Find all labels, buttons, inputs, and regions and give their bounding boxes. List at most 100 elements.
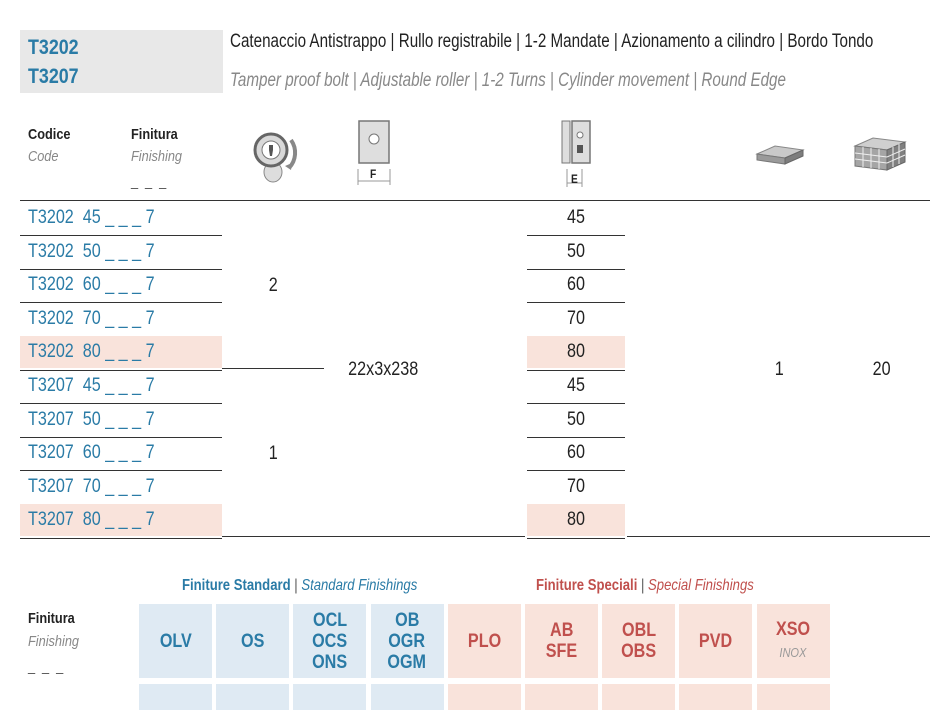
row-code: T3202 70 _ _ _ 7 [28,307,155,329]
turns-t3207: 1 [268,443,278,464]
finishing-swatch-blank [216,684,290,710]
finishing-swatch-blank [370,684,444,710]
finishing-swatch: OBL OBS [602,604,676,678]
finishing-code: OBL [621,620,656,641]
finishing-code: SFE [545,641,578,662]
backset-value: 70 [567,307,585,329]
finishing-swatch: XSO INOX [756,604,830,678]
special-finishings-it: Finiture Speciali [536,577,638,594]
product-code-1: T3202 [28,36,79,59]
row-code: T3207 70 _ _ _ 7 [28,475,155,497]
row-divider [527,403,625,405]
header-divider [20,200,930,201]
backset-value: 45 [567,207,585,228]
row-divider [20,369,222,371]
pack-qty-value: 1 [774,359,784,380]
backset-value: 80 [567,509,585,531]
turns-t3202: 2 [268,275,278,296]
finishing-swatch-blank [679,684,753,710]
row-code: T3202 50 _ _ _ 7 [28,240,155,262]
row-divider [20,268,222,270]
column-code-en: Code [28,148,59,165]
special-finishings-heading: Finiture Speciali | Special Finishings [536,577,754,594]
row-divider [527,436,625,438]
backset-value: 50 [567,240,585,262]
standard-finishings-heading: Finiture Standard | Standard Finishings [182,577,418,594]
finishing-code: AB [549,620,574,641]
row-backset: 50 [527,236,625,268]
table-row: T3202 80 _ _ _ 7 [20,336,222,369]
table-row: T3207 60 _ _ _ 7 [20,437,222,469]
row-code: T3202 80 _ _ _ 7 [28,341,155,363]
row-backset: 70 [527,471,625,503]
row-divider [20,235,222,237]
finishing-code: PLO [467,630,501,652]
finishing-swatch: OB OGR OGM [370,604,444,678]
finishing-swatch: AB SFE [525,604,598,678]
turns-icon [253,132,298,183]
finishing-swatch-blank [139,684,212,710]
finishing-swatch-blank [602,684,676,710]
row-divider [527,537,625,539]
box-qty-value: 20 [872,359,891,380]
row-divider [20,537,222,539]
row-backset: 45 [527,370,625,402]
backset-value: 70 [567,475,585,497]
table-row: T3207 45 _ _ _ 7 [20,370,222,402]
row-divider [527,302,625,304]
front-plate-icon [357,120,391,185]
row-backset: 80 [527,336,625,369]
row-divider [527,369,625,371]
finishing-label-it: Finitura [28,610,75,627]
finishing-swatch: OCL OCS ONS [293,604,367,678]
row-code: T3202 45 _ _ _ 7 [28,207,155,228]
finishing-code: XSO [776,619,811,640]
row-divider [20,436,222,438]
row-backset: 45 [527,202,625,234]
single-pack-icon [755,145,805,165]
table-row: T3207 70 _ _ _ 7 [20,471,222,503]
row-divider [527,470,625,472]
backset-value: 60 [567,274,585,296]
table-bottom-line-1 [222,536,525,537]
product-code-2: T3207 [28,65,79,88]
finishing-swatch-blank [447,684,521,710]
row-divider [20,403,222,405]
row-code: T3207 60 _ _ _ 7 [28,442,155,464]
standard-finishings-en: Standard Finishings [301,577,418,594]
finishing-swatch: OLV [139,604,212,678]
finishing-swatch-blank [293,684,367,710]
finishing-code: OCL [312,609,347,631]
finishing-swatch: PVD [679,604,753,678]
box-pack-icon [853,137,907,171]
table-row: T3202 60 _ _ _ 7 [20,269,222,301]
finishing-swatch: PLO [447,604,521,678]
finishing-code: OLV [159,630,192,652]
finishing-code: OB [394,609,420,631]
table-row: T3202 70 _ _ _ 7 [20,303,222,335]
finishing-code: OS [241,630,265,652]
finishing-code: OCS [312,630,348,652]
finishing-code: ONS [312,651,348,673]
finishing-swatch: OS [216,604,290,678]
column-finish-it: Finitura [131,126,178,143]
row-code: T3207 50 _ _ _ 7 [28,408,155,430]
finishing-code: PVD [699,630,733,652]
row-backset: 60 [527,437,625,469]
column-code-it: Codice [28,126,71,143]
special-finishings-en: Special Finishings [648,577,754,594]
finishing-label-en: Finishing [28,633,80,650]
row-divider [527,235,625,237]
finishing-subtitle: INOX [779,645,807,660]
finishing-code: OGR [388,630,426,652]
row-divider [20,302,222,304]
row-backset: 60 [527,269,625,301]
table-row: T3202 45 _ _ _ 7 [20,202,222,234]
standard-finishings-it: Finiture Standard [182,577,291,594]
backset-value: 80 [567,341,585,363]
row-code: T3207 80 _ _ _ 7 [28,509,155,531]
turns-divider [222,368,324,369]
row-divider [527,268,625,270]
row-code: T3207 45 _ _ _ 7 [28,375,155,396]
column-finish-en: Finishing [131,148,183,165]
